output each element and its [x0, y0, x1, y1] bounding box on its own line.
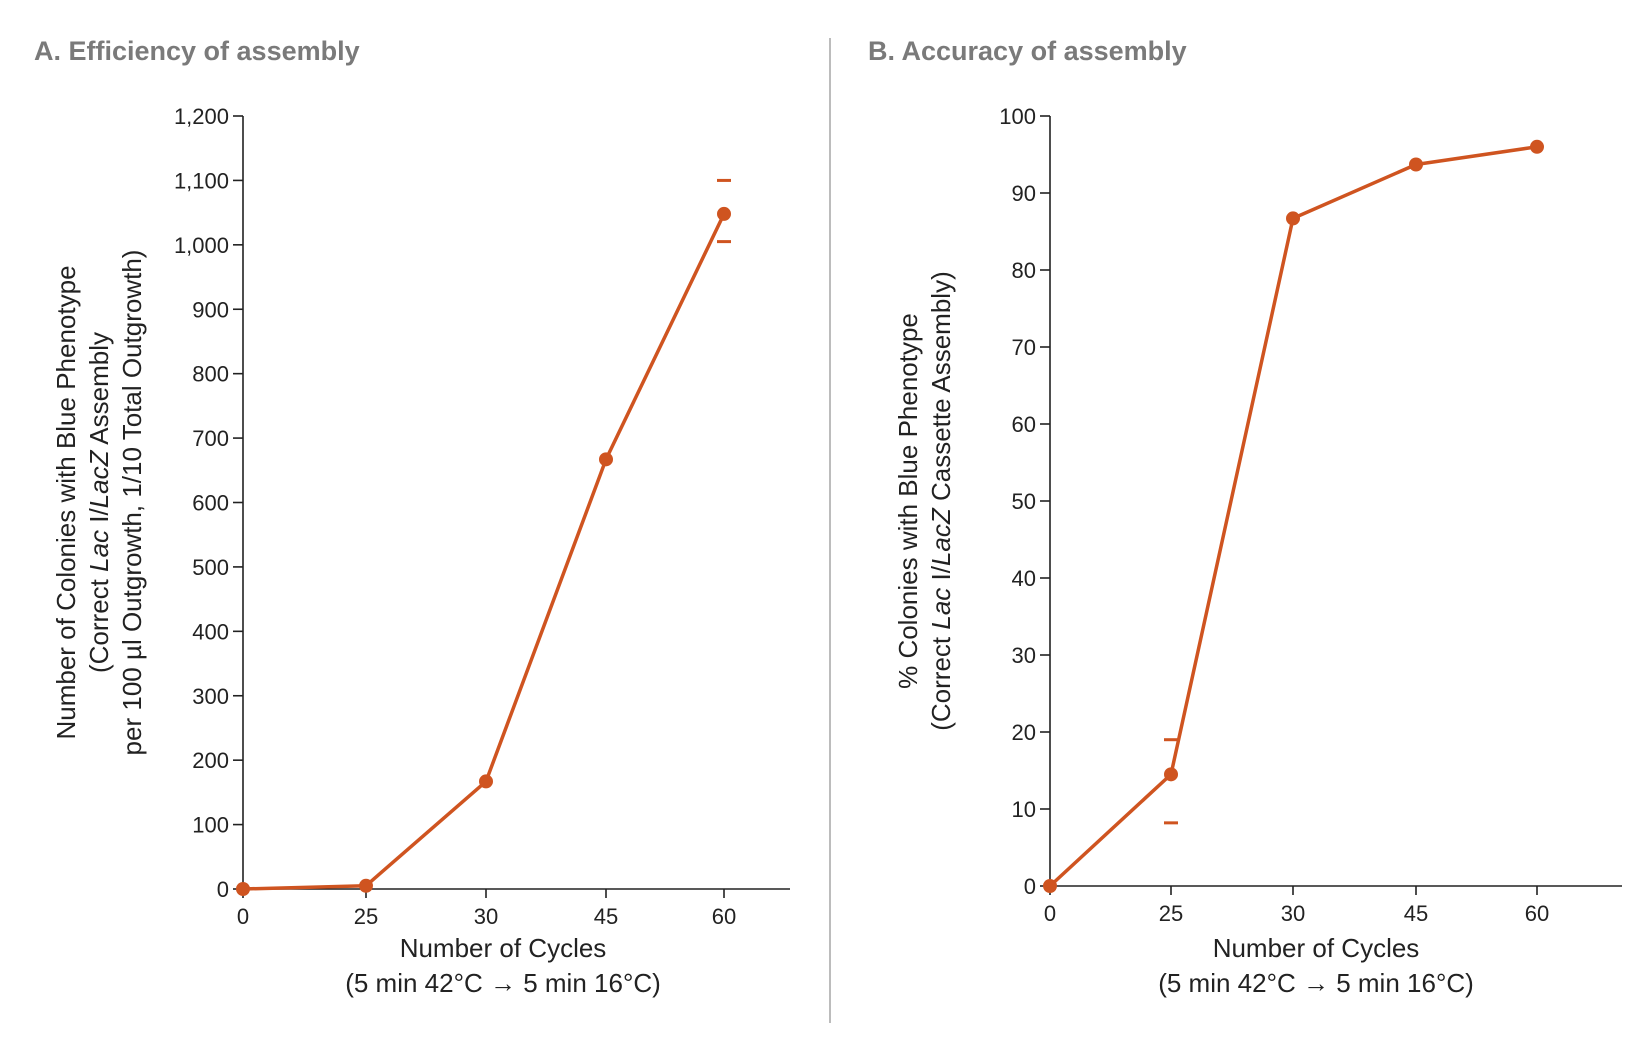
- x-tick-label: 60: [712, 904, 736, 929]
- y-tick-label: 80: [1012, 258, 1036, 283]
- data-point: [479, 774, 493, 789]
- panel-a-title: A. Efficiency of assembly: [34, 36, 360, 66]
- y-tick-label: 400: [192, 619, 229, 644]
- data-point: [717, 206, 731, 221]
- chart-b: 0 10 20 30 40 50 60 70 80 90 100 0 25 30 45 60 % Colonie…: [893, 104, 1622, 998]
- y-tick-label: 0: [217, 877, 229, 902]
- x-tick-label: 25: [1159, 901, 1183, 926]
- y-tick-label: 20: [1012, 720, 1036, 745]
- data-point: [1286, 211, 1300, 226]
- y-tick-label: 0: [1024, 874, 1036, 899]
- x-axis-title-line: Number of Cycles: [1213, 933, 1420, 963]
- y-tick-label: 60: [1012, 412, 1036, 437]
- y-axis-title-line: (Correct Lac I/LacZ Cassette Assembly): [926, 271, 956, 731]
- y-axis-title-line: Number of Colonies with Blue Phenotype: [51, 265, 81, 739]
- y-tick-label: 70: [1012, 335, 1036, 360]
- series-line: [1048, 145, 1538, 888]
- x-tick-label: 0: [237, 904, 249, 929]
- y-tick-label: 40: [1012, 566, 1036, 591]
- y-tick-label: 100: [999, 104, 1036, 129]
- x-tick-label: 45: [594, 904, 618, 929]
- y-tick-label: 800: [192, 362, 229, 387]
- y-tick-label: 1,100: [174, 168, 229, 193]
- data-point: [236, 882, 250, 896]
- y-tick-label: 600: [192, 491, 229, 516]
- x-axis-title-line: (5 min 42°C → 5 min 16°C): [1158, 968, 1474, 998]
- x-tick-label: 0: [1044, 901, 1056, 926]
- panel-b-title: B. Accuracy of assembly: [868, 36, 1187, 66]
- panel-divider: [829, 38, 831, 1023]
- y-tick-label: 200: [192, 748, 229, 773]
- y-tick-label: 1,200: [174, 104, 229, 129]
- x-tick-label: 30: [1281, 901, 1305, 926]
- y-tick-label: 1,000: [174, 233, 229, 258]
- y-tick-label: 700: [192, 426, 229, 451]
- y-axis-title-line: % Colonies with Blue Phenotype: [893, 313, 923, 689]
- y-axis-title-line: (Correct Lac I/LacZ Assembly: [84, 332, 114, 673]
- x-axis-title-line: (5 min 42°C → 5 min 16°C): [345, 968, 661, 998]
- y-tick-label: 10: [1012, 797, 1036, 822]
- y-axis-title-line: per 100 µl Outgrowth, 1/10 Total Outgrow…: [117, 250, 147, 756]
- chart-a: 01002003004005006007008009001,0001,1001,…: [51, 104, 790, 998]
- y-tick-label: 500: [192, 555, 229, 580]
- y-tick-label: 900: [192, 297, 229, 322]
- x-axis-title-line: Number of Cycles: [400, 933, 607, 963]
- y-tick-label: 90: [1012, 181, 1036, 206]
- y-tick-label: 50: [1012, 489, 1036, 514]
- y-tick-label: 30: [1012, 643, 1036, 668]
- y-tick-label: 100: [192, 813, 229, 838]
- x-tick-label: 45: [1404, 901, 1428, 926]
- x-tick-label: 60: [1525, 901, 1549, 926]
- data-point: [1043, 879, 1057, 893]
- data-point: [599, 452, 613, 467]
- x-tick-label: 30: [474, 904, 498, 929]
- data-point: [359, 878, 373, 893]
- data-point: [1409, 157, 1423, 172]
- x-tick-label: 25: [354, 904, 378, 929]
- data-point: [1530, 139, 1544, 154]
- data-point: [1164, 767, 1178, 782]
- y-tick-label: 300: [192, 684, 229, 709]
